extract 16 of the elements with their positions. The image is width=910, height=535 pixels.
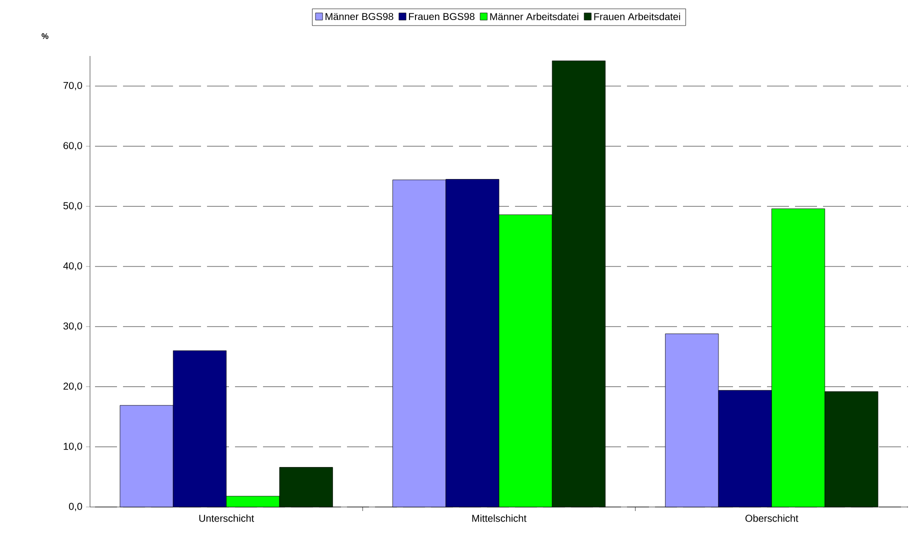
y-tick-label: 0,0 bbox=[68, 502, 82, 512]
y-tick-label: 40,0 bbox=[63, 262, 82, 271]
legend-label: Frauen BGS98 bbox=[409, 12, 474, 20]
y-tick-label: 10,0 bbox=[64, 442, 82, 451]
legend-label: Männer BGS98 bbox=[326, 12, 394, 20]
x-tick-label: Unterschicht bbox=[199, 514, 254, 522]
legend-label: Männer Arbeitsdatei bbox=[490, 12, 578, 20]
y-tick-label: 50,0 bbox=[63, 202, 82, 210]
legend-label: Frauen Arbeitsdatei bbox=[594, 12, 680, 20]
x-tick-label: Mittelschicht bbox=[472, 514, 526, 522]
y-tick-label: 60,0 bbox=[64, 142, 82, 150]
y-tick-label: 30,0 bbox=[63, 322, 82, 331]
y-tick-label: 20,0 bbox=[64, 382, 82, 391]
x-tick-label: Oberschicht bbox=[745, 514, 798, 522]
y-tick-label: 70,0 bbox=[64, 82, 82, 90]
y-axis-title: % bbox=[42, 33, 48, 39]
